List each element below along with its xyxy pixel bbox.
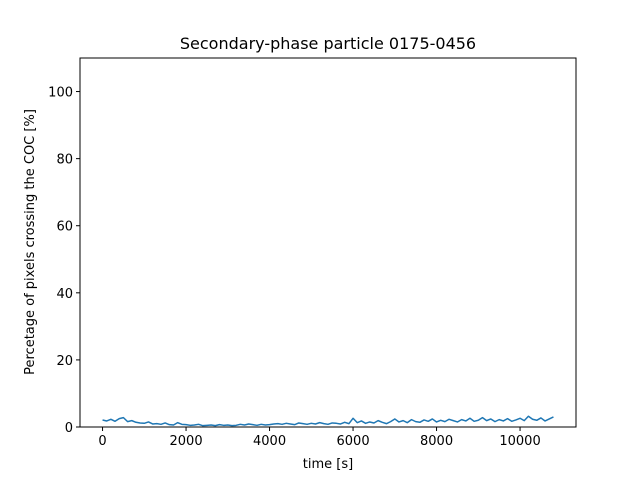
y-tick-label: 60 [56,220,73,235]
chart-title: Secondary-phase particle 0175-0456 [180,34,476,53]
x-axis-label: time [s] [303,457,353,472]
x-tick-label: 4000 [253,434,286,449]
axis-ticks: 0 2000 4000 6000 8000 10000 0 20 40 60 80 100 [48,86,541,449]
series-line-0 [102,415,554,427]
y-axis-label: Percetage of pixels crossing the COC [%] [23,109,38,375]
plot-area [102,415,554,427]
y-tick-label: 40 [56,287,73,302]
y-tick-label: 100 [48,86,73,101]
x-tick-label: 6000 [337,434,370,449]
y-tick-label: 20 [56,354,73,369]
y-tick-label: 80 [56,153,73,168]
x-tick-label: 2000 [170,434,203,449]
x-tick-label: 10000 [499,434,540,449]
axes-frame [79,57,577,428]
x-tick-label: 8000 [420,434,453,449]
x-tick-label: 0 [98,434,106,449]
y-tick-label: 0 [65,421,73,436]
